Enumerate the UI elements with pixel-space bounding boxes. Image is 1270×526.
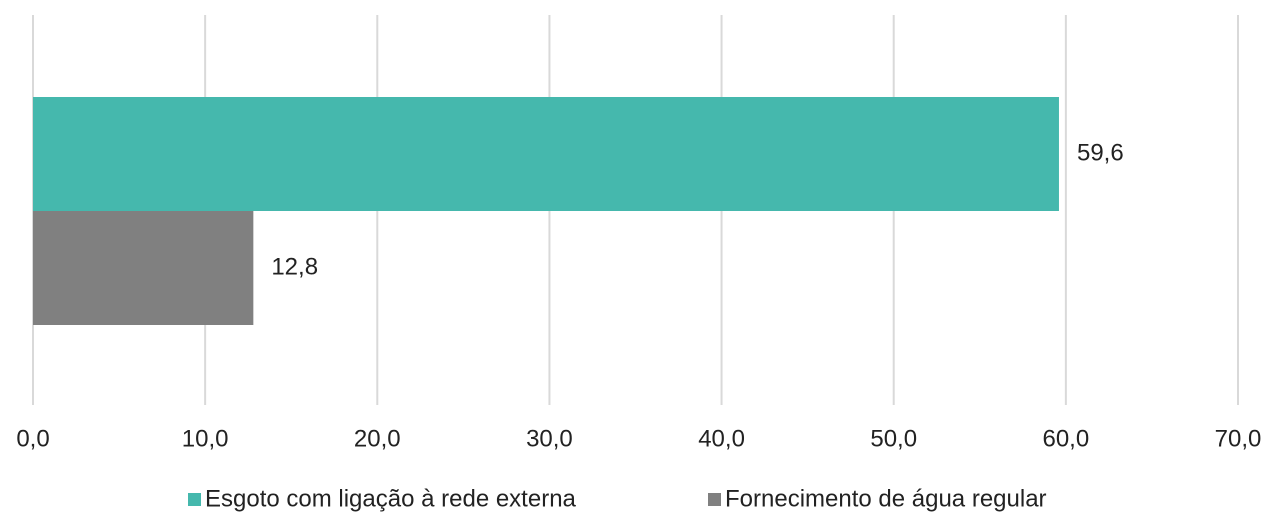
legend-label: Esgoto com ligação à rede externa — [205, 485, 577, 512]
legend-label: Fornecimento de água regular — [725, 485, 1047, 512]
x-tick-label: 50,0 — [870, 425, 917, 452]
x-tick-label: 30,0 — [526, 425, 573, 452]
x-tick-label: 70,0 — [1215, 425, 1262, 452]
bar — [33, 97, 1059, 211]
x-tick-label: 0,0 — [16, 425, 49, 452]
value-label: 59,6 — [1077, 139, 1124, 166]
x-tick-label: 40,0 — [698, 425, 745, 452]
legend-swatch — [188, 493, 201, 506]
legend-swatch — [708, 493, 721, 506]
bar — [33, 211, 254, 325]
x-tick-label: 20,0 — [354, 425, 401, 452]
value-label: 12,8 — [271, 253, 318, 280]
x-tick-label: 10,0 — [182, 425, 229, 452]
x-tick-label: 60,0 — [1042, 425, 1089, 452]
